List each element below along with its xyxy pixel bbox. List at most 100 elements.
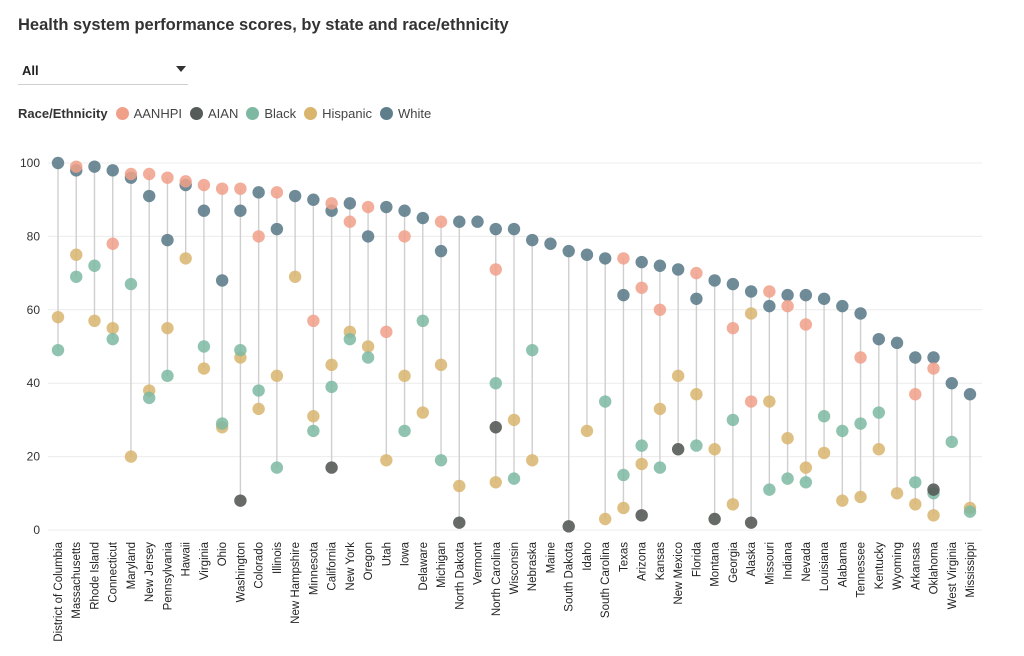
data-point-black[interactable] <box>234 343 247 357</box>
data-point-black[interactable] <box>124 277 138 291</box>
data-point-aian[interactable] <box>671 443 685 456</box>
data-point-aanhpi[interactable] <box>380 325 393 339</box>
data-point-white[interactable] <box>88 160 101 173</box>
data-point-white[interactable] <box>836 299 849 313</box>
data-point-aanhpi[interactable] <box>489 263 502 276</box>
data-point-white[interactable] <box>453 215 466 228</box>
data-point-aanhpi[interactable] <box>307 314 320 328</box>
data-point-black[interactable] <box>343 332 357 346</box>
data-point-black[interactable] <box>872 406 885 419</box>
data-point-white[interactable] <box>599 252 612 265</box>
data-point-aanhpi[interactable] <box>215 182 229 195</box>
data-point-hispanic[interactable] <box>690 388 703 401</box>
data-point-hispanic[interactable] <box>380 454 393 467</box>
data-point-aanhpi[interactable] <box>234 182 247 195</box>
data-point-white[interactable] <box>781 288 794 302</box>
data-point-aanhpi[interactable] <box>343 215 357 228</box>
data-point-black[interactable] <box>854 417 867 430</box>
data-point-aanhpi[interactable] <box>434 215 448 228</box>
data-point-aanhpi[interactable] <box>124 167 138 181</box>
data-point-hispanic[interactable] <box>781 432 794 445</box>
data-point-aanhpi[interactable] <box>744 395 758 408</box>
data-point-aian[interactable] <box>489 421 502 434</box>
data-point-white[interactable] <box>854 307 867 320</box>
data-point-white[interactable] <box>909 351 922 364</box>
data-point-white[interactable] <box>963 388 977 401</box>
data-point-hispanic[interactable] <box>763 395 776 408</box>
data-point-hispanic[interactable] <box>744 307 758 320</box>
data-point-white[interactable] <box>635 255 648 269</box>
data-point-black[interactable] <box>526 343 539 357</box>
data-point-hispanic[interactable] <box>927 509 940 522</box>
data-point-aanhpi[interactable] <box>617 252 630 265</box>
data-point-hispanic[interactable] <box>653 402 667 416</box>
data-point-black[interactable] <box>781 472 794 485</box>
data-point-hispanic[interactable] <box>161 321 174 335</box>
data-point-aanhpi[interactable] <box>799 318 813 331</box>
data-point-hispanic[interactable] <box>799 461 813 474</box>
data-point-black[interactable] <box>398 424 411 438</box>
data-point-white[interactable] <box>288 189 302 203</box>
data-point-hispanic[interactable] <box>617 501 630 515</box>
data-point-hispanic[interactable] <box>179 252 192 265</box>
data-point-aanhpi[interactable] <box>726 321 740 335</box>
data-point-hispanic[interactable] <box>124 450 138 463</box>
data-point-aian[interactable] <box>562 520 575 533</box>
data-point-black[interactable] <box>361 351 375 364</box>
data-point-black[interactable] <box>143 391 156 405</box>
data-point-black[interactable] <box>161 369 174 383</box>
data-point-hispanic[interactable] <box>580 424 594 438</box>
data-point-aanhpi[interactable] <box>197 178 211 192</box>
data-point-hispanic[interactable] <box>307 410 320 423</box>
state-filter-dropdown[interactable]: All <box>18 58 188 85</box>
data-point-hispanic[interactable] <box>671 369 685 383</box>
data-point-hispanic[interactable] <box>434 358 448 372</box>
data-point-white[interactable] <box>307 193 320 206</box>
data-point-hispanic[interactable] <box>88 314 101 328</box>
data-point-black[interactable] <box>963 505 977 518</box>
legend-item-white[interactable]: White <box>380 106 431 121</box>
data-point-hispanic[interactable] <box>197 362 211 375</box>
data-point-hispanic[interactable] <box>70 248 83 261</box>
data-point-aanhpi[interactable] <box>361 200 375 214</box>
data-point-aanhpi[interactable] <box>763 285 776 298</box>
data-point-aanhpi[interactable] <box>854 351 867 364</box>
data-point-hispanic[interactable] <box>890 487 904 500</box>
data-point-aian[interactable] <box>234 494 247 507</box>
data-point-white[interactable] <box>434 244 448 258</box>
legend-item-black[interactable]: Black <box>246 106 296 121</box>
data-point-hispanic[interactable] <box>817 446 831 460</box>
data-point-aanhpi[interactable] <box>143 167 156 181</box>
data-point-black[interactable] <box>653 461 667 474</box>
data-point-hispanic[interactable] <box>708 443 721 456</box>
data-point-hispanic[interactable] <box>726 498 740 511</box>
data-point-aian[interactable] <box>927 483 940 496</box>
data-point-hispanic[interactable] <box>453 479 466 493</box>
data-point-black[interactable] <box>88 259 101 272</box>
data-point-white[interactable] <box>763 299 776 313</box>
data-point-black[interactable] <box>635 439 648 452</box>
data-point-white[interactable] <box>361 230 375 243</box>
data-point-hispanic[interactable] <box>252 402 265 416</box>
data-point-black[interactable] <box>726 413 740 427</box>
data-point-white[interactable] <box>252 186 265 199</box>
data-point-white[interactable] <box>106 164 119 177</box>
data-point-white[interactable] <box>471 215 484 228</box>
data-point-black[interactable] <box>690 439 703 452</box>
data-point-white[interactable] <box>526 233 539 247</box>
data-point-black[interactable] <box>434 454 448 467</box>
data-point-black[interactable] <box>489 377 502 390</box>
data-point-aian[interactable] <box>708 512 721 526</box>
data-point-aanhpi[interactable] <box>325 197 338 210</box>
data-point-black[interactable] <box>945 435 958 449</box>
data-point-black[interactable] <box>106 332 119 346</box>
data-point-hispanic[interactable] <box>854 490 867 504</box>
data-point-white[interactable] <box>416 211 429 225</box>
data-point-aian[interactable] <box>325 461 338 474</box>
data-point-black[interactable] <box>507 472 521 485</box>
data-point-hispanic[interactable] <box>325 358 338 372</box>
data-point-hispanic[interactable] <box>398 369 411 383</box>
data-point-white[interactable] <box>270 222 284 236</box>
data-point-white[interactable] <box>343 197 357 210</box>
data-point-hispanic[interactable] <box>635 457 648 471</box>
